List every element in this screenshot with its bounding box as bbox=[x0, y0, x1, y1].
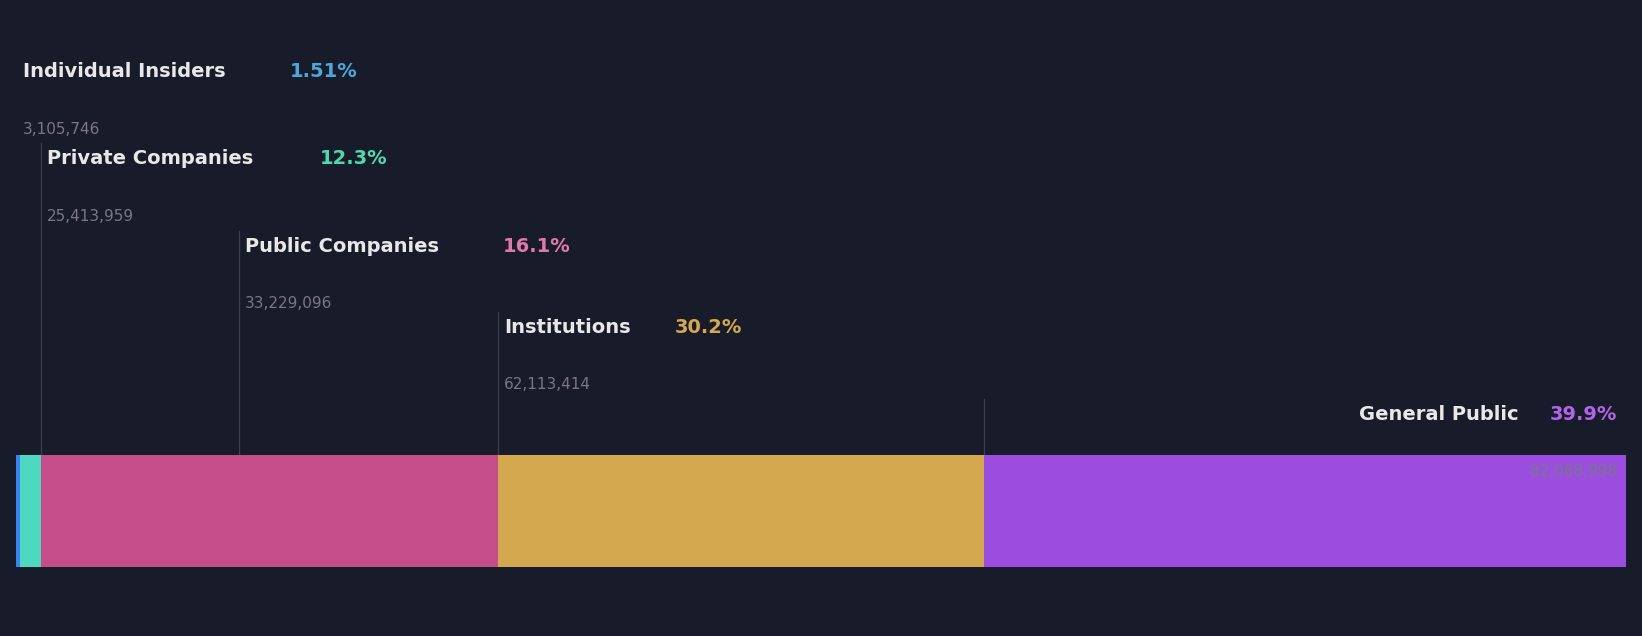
Text: 1.51%: 1.51% bbox=[291, 62, 358, 81]
Text: 16.1%: 16.1% bbox=[502, 237, 570, 256]
Bar bbox=[16, 455, 20, 567]
Text: 25,413,959: 25,413,959 bbox=[48, 209, 135, 224]
Text: General Public: General Public bbox=[1360, 405, 1519, 424]
Text: 12.3%: 12.3% bbox=[320, 149, 388, 169]
Bar bbox=[238, 455, 498, 567]
Text: 62,113,414: 62,113,414 bbox=[504, 377, 591, 392]
Bar bbox=[16, 455, 41, 567]
Bar bbox=[498, 455, 984, 567]
Text: Private Companies: Private Companies bbox=[48, 149, 253, 169]
Bar bbox=[41, 455, 238, 567]
Text: Individual Insiders: Individual Insiders bbox=[23, 62, 225, 81]
Text: Public Companies: Public Companies bbox=[245, 237, 438, 256]
Text: Institutions: Institutions bbox=[504, 318, 631, 336]
Bar bbox=[984, 455, 1626, 567]
Text: 30.2%: 30.2% bbox=[675, 318, 742, 336]
Text: 82,068,998: 82,068,998 bbox=[1530, 464, 1617, 480]
Text: 3,105,746: 3,105,746 bbox=[23, 121, 100, 137]
Text: 33,229,096: 33,229,096 bbox=[245, 296, 332, 311]
Text: 39.9%: 39.9% bbox=[1550, 405, 1617, 424]
